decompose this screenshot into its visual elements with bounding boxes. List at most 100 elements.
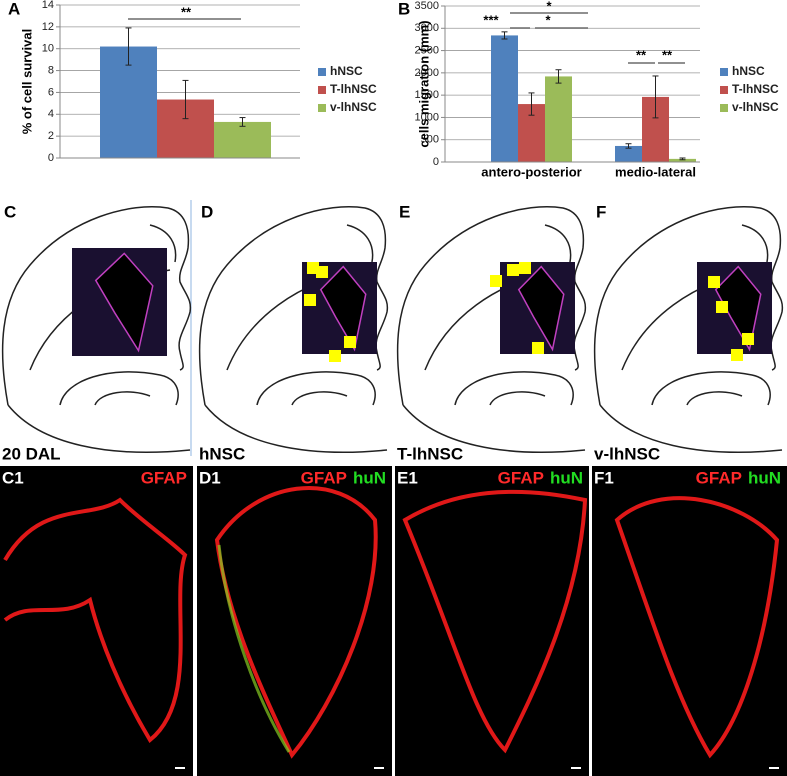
scale-bar bbox=[769, 767, 779, 769]
error-bar bbox=[501, 31, 508, 40]
cell-marker bbox=[304, 294, 316, 306]
significance-label: ** bbox=[662, 47, 673, 62]
y-tick-label: 1500 bbox=[415, 89, 439, 101]
cell-marker bbox=[329, 350, 341, 362]
legend-label: T-lhNSC bbox=[330, 82, 377, 96]
stain-label: huN bbox=[748, 468, 781, 487]
panel-label: A bbox=[8, 0, 20, 18]
ventricle bbox=[714, 265, 762, 352]
cell-marker bbox=[490, 275, 502, 287]
cell-marker bbox=[716, 301, 728, 313]
x-tick-label: antero-posterior bbox=[481, 164, 581, 179]
stain-label: GFAP bbox=[141, 468, 187, 487]
error-bar bbox=[239, 117, 246, 127]
y-tick-label: 2000 bbox=[415, 67, 439, 79]
bar bbox=[545, 76, 572, 162]
ventricle bbox=[319, 265, 367, 352]
y-tick-label: 8 bbox=[48, 64, 54, 76]
error-bar bbox=[625, 143, 632, 149]
cell-marker bbox=[507, 264, 519, 276]
error-bar bbox=[528, 92, 535, 116]
legend-swatch bbox=[720, 86, 728, 94]
cell-marker bbox=[532, 342, 544, 354]
y-tick-label: 4 bbox=[48, 108, 54, 120]
significance-label: * bbox=[546, 0, 552, 13]
legend-swatch bbox=[318, 68, 326, 76]
bar bbox=[615, 145, 642, 162]
error-bar bbox=[555, 69, 562, 84]
y-tick-label: 0 bbox=[433, 156, 439, 168]
micrograph-label: F1 bbox=[594, 468, 614, 487]
y-tick-label: 2 bbox=[48, 130, 54, 142]
legend-swatch bbox=[318, 86, 326, 94]
panel-label: B bbox=[398, 0, 410, 18]
micrograph bbox=[592, 466, 787, 776]
panel-caption: T-lhNSC bbox=[397, 444, 463, 463]
micrograph-label: E1 bbox=[397, 468, 418, 487]
cell-marker bbox=[742, 333, 754, 345]
error-bar bbox=[182, 79, 189, 120]
y-axis-label: cells migration (mm) bbox=[416, 20, 431, 147]
error-bar bbox=[652, 75, 659, 119]
cell-marker bbox=[731, 349, 743, 361]
y-tick-label: 1000 bbox=[415, 111, 439, 123]
legend-label: v-lhNSC bbox=[330, 100, 377, 114]
cell-marker bbox=[344, 336, 356, 348]
huN-signal bbox=[217, 544, 291, 753]
stain-label: GFAP bbox=[498, 468, 544, 487]
panel-label: F bbox=[596, 202, 606, 221]
micrograph bbox=[395, 466, 589, 776]
legend-label: hNSC bbox=[732, 64, 765, 78]
micrograph-label: D1 bbox=[199, 468, 221, 487]
stain-label: GFAP bbox=[301, 468, 347, 487]
ventricle bbox=[94, 252, 154, 353]
y-tick-label: 3500 bbox=[415, 0, 439, 12]
error-bar bbox=[679, 157, 686, 161]
panel-label: D bbox=[201, 202, 213, 221]
y-tick-label: 10 bbox=[42, 43, 54, 55]
legend-swatch bbox=[720, 104, 728, 112]
cell-marker bbox=[519, 262, 531, 274]
y-tick-label: 12 bbox=[42, 21, 54, 33]
scale-bar bbox=[374, 767, 384, 769]
significance-label: ** bbox=[636, 47, 647, 62]
bar bbox=[669, 158, 696, 162]
micrograph bbox=[197, 466, 392, 776]
bar bbox=[491, 35, 518, 162]
tissue-edge bbox=[614, 496, 780, 759]
error-bar bbox=[125, 27, 132, 66]
y-tick-label: 3000 bbox=[415, 22, 439, 34]
panel-caption: hNSC bbox=[199, 444, 245, 463]
stain-label: GFAP bbox=[696, 468, 742, 487]
legend-label: hNSC bbox=[330, 64, 363, 78]
ventricle bbox=[517, 265, 565, 352]
significance-label: * bbox=[545, 12, 551, 27]
stain-label: huN bbox=[550, 468, 583, 487]
tissue-edge bbox=[402, 489, 588, 754]
y-tick-label: 2500 bbox=[415, 44, 439, 56]
panel-label: C bbox=[4, 202, 16, 221]
cell-marker bbox=[316, 266, 328, 278]
tissue-edge bbox=[3, 497, 188, 743]
x-tick-label: medio-lateral bbox=[615, 164, 696, 179]
significance-label: ** bbox=[181, 4, 192, 19]
y-tick-label: 6 bbox=[48, 86, 54, 98]
stain-label: huN bbox=[353, 468, 386, 487]
panel-caption: 20 DAL bbox=[2, 444, 61, 463]
legend-label: v-lhNSC bbox=[732, 100, 779, 114]
y-tick-label: 14 bbox=[42, 0, 54, 11]
y-tick-label: 500 bbox=[421, 134, 439, 146]
legend-label: T-lhNSC bbox=[732, 82, 779, 96]
y-axis-label: % of cell survival bbox=[19, 29, 34, 135]
significance-label: *** bbox=[483, 12, 499, 27]
panel-label: E bbox=[399, 202, 410, 221]
scale-bar bbox=[571, 767, 581, 769]
micrograph-label: C1 bbox=[2, 468, 24, 487]
cell-marker bbox=[708, 276, 720, 288]
legend-swatch bbox=[720, 68, 728, 76]
bar bbox=[214, 121, 271, 158]
legend-swatch bbox=[318, 104, 326, 112]
y-tick-label: 0 bbox=[48, 152, 54, 164]
scale-bar bbox=[175, 767, 185, 769]
